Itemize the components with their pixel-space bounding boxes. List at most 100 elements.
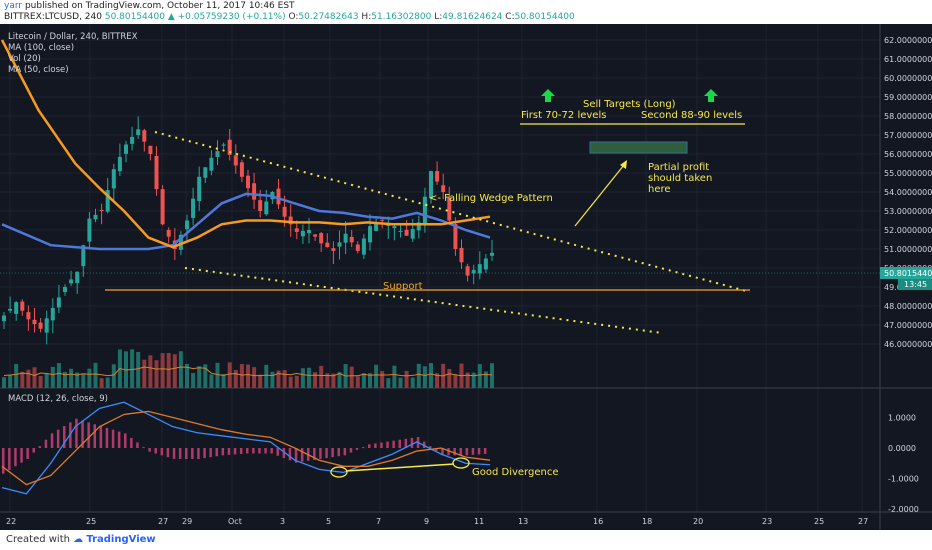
macd-histogram-bar	[270, 448, 273, 454]
macd-tick-label: 0.0000	[888, 444, 916, 453]
volume-bar	[99, 378, 104, 388]
candle-body	[75, 271, 80, 284]
price-tick-label: 60.00000000	[884, 74, 932, 83]
macd-histogram-bar	[69, 422, 72, 448]
macd-histogram-bar	[56, 429, 60, 448]
volume-bar	[282, 370, 287, 388]
macd-tick-label: 1.0000	[888, 414, 916, 423]
high-label: H:	[361, 12, 372, 22]
volume-bar	[258, 374, 263, 388]
candle-body	[258, 200, 263, 211]
candle-body	[307, 230, 311, 234]
candle-body	[252, 183, 257, 200]
macd-histogram-bar	[294, 448, 298, 463]
volume-bar	[380, 371, 385, 388]
volume-bar	[404, 370, 409, 388]
macd-tick-label: -2.0000	[888, 505, 919, 514]
macd-histogram-bar	[50, 433, 54, 448]
price-tick-label: 47.00000000	[884, 321, 932, 330]
ma100-line	[1, 192, 491, 251]
volume-bar	[14, 363, 19, 388]
volume-bar	[270, 371, 275, 388]
last-price: 50.80154400	[104, 12, 165, 22]
volume-bar	[386, 378, 391, 388]
price-tick-label: 57.00000000	[884, 131, 932, 140]
candle-body	[368, 226, 372, 243]
candle-body	[154, 155, 159, 190]
candle-body	[313, 234, 318, 237]
price-tick-label: 58.00000000	[884, 112, 932, 121]
volume-bar	[355, 376, 360, 388]
time-tick-label: 18	[642, 517, 652, 526]
candle-body	[136, 129, 141, 136]
candle-body	[410, 229, 415, 239]
volume-bar	[239, 364, 244, 388]
chart-area[interactable]: Support <- Falling Wedge Pattern Sell Ta…	[0, 24, 932, 530]
macd-histogram	[2, 418, 487, 474]
up-arrow-icon	[541, 89, 555, 102]
candle-body	[81, 245, 86, 267]
macd-histogram-bar	[154, 448, 157, 454]
wedge-label: <- Falling Wedge Pattern	[429, 193, 553, 204]
macd-histogram-bar	[319, 448, 322, 459]
candle-body	[44, 318, 49, 333]
author-link[interactable]: yarr	[4, 1, 23, 11]
price-axis[interactable]: 62.00000000 61.00000000 60.00000000 59.0000…	[884, 36, 932, 349]
macd-histogram-bar	[160, 448, 164, 456]
macd-histogram-bar	[349, 448, 353, 453]
price-tick-label: 62.00000000	[884, 36, 932, 45]
price-badge-value: 50.80154400	[884, 269, 932, 278]
volume-bar	[331, 373, 336, 388]
candle-body	[483, 258, 488, 270]
volume-bar	[75, 372, 80, 388]
macd-histogram-bar	[185, 448, 188, 459]
macd-histogram-bar	[380, 442, 383, 448]
first-target: First 70-72 levels	[521, 110, 606, 121]
candle-body	[343, 233, 348, 243]
legend-vol: Vol (20)	[8, 54, 41, 64]
macd-histogram-bar	[2, 448, 5, 474]
macd-histogram-bar	[361, 447, 365, 449]
candle-body	[392, 226, 397, 229]
volume-bar	[276, 370, 281, 388]
volume-bar	[148, 355, 153, 388]
grid-lines	[0, 24, 880, 512]
macd-histogram-bar	[148, 448, 151, 452]
volume-bar	[264, 364, 269, 388]
volume-bar	[374, 364, 379, 388]
macd-histogram-bar	[105, 427, 109, 448]
macd-histogram-bar	[300, 448, 304, 462]
volume-bar	[429, 363, 433, 388]
volume-bar	[477, 364, 482, 388]
macd-histogram-bar	[142, 447, 145, 449]
volume-bar	[69, 368, 74, 388]
macd-line	[1, 401, 491, 495]
volume-bar	[447, 368, 452, 388]
macd-histogram-bar	[441, 448, 444, 456]
macd-histogram-bar	[93, 424, 96, 448]
candle-body	[435, 171, 440, 182]
candle-body	[471, 269, 476, 274]
macd-histogram-bar	[38, 446, 42, 448]
price-change: ▲ +0.05759230 (+0.11%)	[167, 12, 286, 22]
candle-body	[38, 322, 43, 329]
macd-histogram-bar	[239, 448, 243, 454]
candle-body	[429, 171, 433, 199]
macd-histogram-bar	[32, 448, 35, 453]
candle-body	[50, 307, 55, 321]
volume-bar	[111, 364, 116, 388]
ma50-line	[0, 39, 491, 249]
volume-bar	[313, 372, 318, 388]
tradingview-brand[interactable]: TradingView	[86, 534, 156, 545]
volume-bar	[300, 368, 305, 388]
candle-body	[166, 229, 171, 237]
volume-bar	[8, 374, 13, 388]
volume-bar	[221, 374, 226, 388]
macd-histogram-bar	[75, 418, 78, 448]
price-tick-label: 54.00000000	[884, 188, 932, 197]
time-axis[interactable]: 22 25 27 29 Oct 3 5 7 9 11 13 16 18 20 23 25 27	[6, 517, 868, 526]
candle-body	[239, 162, 244, 177]
macd-histogram-bar	[117, 431, 121, 448]
volume-bar	[191, 373, 196, 388]
candle-body	[105, 190, 110, 212]
